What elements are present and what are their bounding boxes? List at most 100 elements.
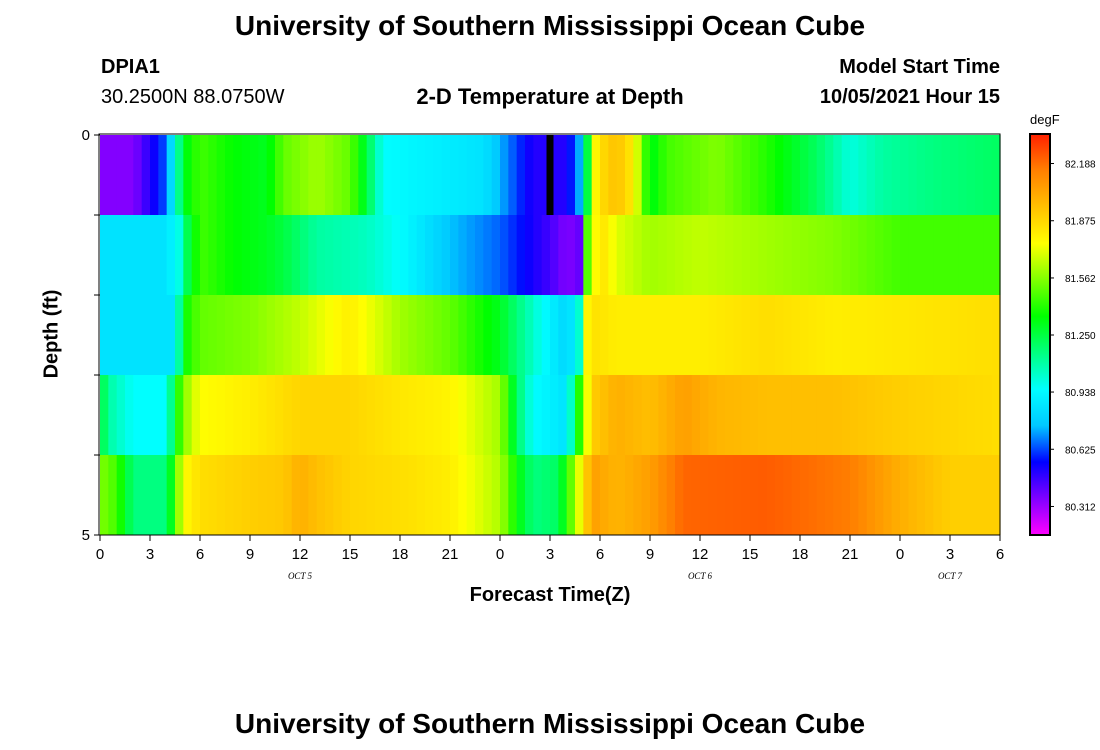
heatmap-cell bbox=[650, 295, 659, 375]
heatmap-cell bbox=[375, 215, 384, 295]
heatmap-cell bbox=[200, 455, 209, 535]
heatmap-cell bbox=[691, 295, 701, 375]
heatmap-cell bbox=[775, 135, 784, 215]
x-tick-label: 3 bbox=[946, 546, 954, 563]
heatmap-cell bbox=[883, 455, 893, 535]
heatmap-cell bbox=[733, 215, 743, 295]
heatmap-cell bbox=[975, 215, 984, 295]
heatmap-cell bbox=[458, 455, 468, 535]
heatmap-cell bbox=[250, 215, 259, 295]
heatmap-cell bbox=[108, 295, 118, 375]
x-tick-label: 3 bbox=[146, 546, 154, 563]
heatmap-cell bbox=[733, 375, 743, 455]
heatmap-cell bbox=[525, 135, 534, 215]
heatmap-cell bbox=[325, 215, 334, 295]
heatmap-cell bbox=[658, 455, 668, 535]
heatmap-cell bbox=[483, 135, 493, 215]
heatmap-cell bbox=[808, 455, 818, 535]
heatmap-cell bbox=[216, 455, 226, 535]
heatmap-cell bbox=[650, 455, 659, 535]
heatmap-cell bbox=[241, 375, 251, 455]
heatmap-cell bbox=[583, 455, 593, 535]
heatmap-cell bbox=[608, 375, 618, 455]
heatmap-cell bbox=[700, 295, 709, 375]
heatmap-cell bbox=[266, 295, 276, 375]
x-tick-label: 12 bbox=[692, 546, 709, 563]
heatmap-cell bbox=[550, 215, 559, 295]
heatmap-cell bbox=[358, 455, 368, 535]
heatmap-cell bbox=[683, 295, 693, 375]
heatmap-cell bbox=[758, 375, 768, 455]
heatmap-cell bbox=[550, 375, 559, 455]
colorbar-tick-label: 80.625 bbox=[1065, 445, 1096, 456]
heatmap-cell bbox=[458, 375, 468, 455]
heatmap-cell bbox=[983, 375, 993, 455]
heatmap-cell bbox=[475, 375, 484, 455]
heatmap-cell bbox=[566, 135, 576, 215]
heatmap-cell bbox=[916, 375, 926, 455]
heatmap-cell bbox=[841, 455, 851, 535]
heatmap-cell bbox=[991, 455, 1001, 535]
heatmap-cell bbox=[591, 455, 601, 535]
heatmap-cell bbox=[516, 375, 526, 455]
x-tick-label: 0 bbox=[496, 546, 504, 563]
heatmap-cell bbox=[175, 215, 184, 295]
heatmap-cell bbox=[191, 375, 201, 455]
x-tick-label: 15 bbox=[742, 546, 759, 563]
heatmap-cell bbox=[416, 375, 426, 455]
heatmap-cell bbox=[133, 375, 143, 455]
heatmap-cell bbox=[558, 215, 568, 295]
heatmap-cell bbox=[833, 455, 843, 535]
heatmap-cell bbox=[850, 455, 859, 535]
heatmap-cell bbox=[875, 135, 884, 215]
heatmap-cell bbox=[308, 295, 318, 375]
missing-data-mark bbox=[546, 135, 554, 215]
heatmap-cell bbox=[200, 215, 209, 295]
heatmap-cell bbox=[750, 455, 759, 535]
heatmap-cell bbox=[433, 375, 443, 455]
heatmap-cell bbox=[625, 295, 634, 375]
heatmap-cell bbox=[966, 375, 976, 455]
heatmap-cell bbox=[191, 295, 201, 375]
heatmap-cell bbox=[741, 455, 751, 535]
heatmap-cell bbox=[283, 135, 293, 215]
heatmap-cell bbox=[983, 455, 993, 535]
heatmap-cell bbox=[316, 135, 326, 215]
heatmap-cell bbox=[691, 135, 701, 215]
heatmap-cell bbox=[958, 215, 968, 295]
heatmap-cell bbox=[908, 455, 918, 535]
heatmap-cell bbox=[300, 375, 309, 455]
x-tick-label: 18 bbox=[792, 546, 809, 563]
heatmap-cell bbox=[291, 375, 301, 455]
heatmap-cell bbox=[641, 295, 651, 375]
heatmap-cell bbox=[791, 455, 801, 535]
heatmap-cell bbox=[608, 215, 618, 295]
heatmap-cell bbox=[350, 455, 359, 535]
heatmap-cell bbox=[800, 375, 809, 455]
heatmap-cell bbox=[716, 295, 726, 375]
heatmap-cell bbox=[791, 215, 801, 295]
heatmap-cell bbox=[766, 295, 776, 375]
heatmap-cell bbox=[241, 135, 251, 215]
heatmap-cell bbox=[616, 375, 626, 455]
heatmap-cell bbox=[208, 135, 218, 215]
heatmap-cell bbox=[366, 215, 376, 295]
station-id: DPIA1 bbox=[101, 56, 160, 78]
heatmap-cell bbox=[916, 135, 926, 215]
heatmap-cell bbox=[125, 375, 134, 455]
heatmap-cell bbox=[591, 215, 601, 295]
heatmap-cell bbox=[366, 455, 376, 535]
heatmap-cell bbox=[450, 295, 459, 375]
heatmap-cell bbox=[283, 455, 293, 535]
heatmap-cell bbox=[841, 215, 851, 295]
heatmap-cell bbox=[183, 455, 193, 535]
heatmap-cell bbox=[108, 215, 118, 295]
heatmap-cell bbox=[750, 135, 759, 215]
heatmap-cell bbox=[933, 295, 943, 375]
heatmap-cell bbox=[633, 455, 643, 535]
heatmap-cell bbox=[266, 455, 276, 535]
heatmap-cell bbox=[616, 135, 626, 215]
heatmap-cell bbox=[591, 135, 601, 215]
heatmap-cell bbox=[291, 455, 301, 535]
heatmap-cell bbox=[391, 295, 401, 375]
